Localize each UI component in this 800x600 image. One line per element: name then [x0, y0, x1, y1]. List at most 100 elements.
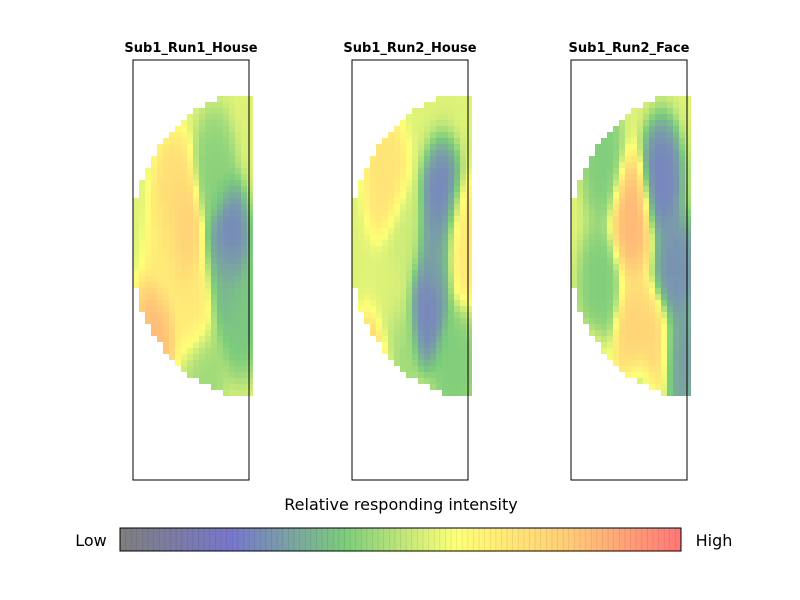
heatmap-cell [613, 234, 619, 240]
heatmap-cell [649, 360, 655, 366]
heatmap-cell [241, 192, 247, 198]
heatmap-cell [466, 174, 472, 180]
heatmap-cell [364, 174, 370, 180]
heatmap-cell [589, 246, 595, 252]
heatmap-cell [229, 192, 235, 198]
heatmap-cell [625, 132, 631, 138]
heatmap-cell [394, 246, 400, 252]
heatmap-cell [448, 198, 454, 204]
heatmap-cell [205, 156, 211, 162]
heatmap-cell [424, 102, 430, 108]
heatmap-cell [205, 180, 211, 186]
heatmap-cell [199, 300, 205, 306]
heatmap-cell [466, 162, 472, 168]
heatmap-cell [370, 288, 376, 294]
heatmap-cell [247, 366, 253, 372]
heatmap-cell [151, 168, 157, 174]
heatmap-cell [139, 276, 145, 282]
heatmap-cell [217, 138, 223, 144]
heatmap-cell [466, 390, 472, 396]
heatmap-cell [649, 186, 655, 192]
heatmap-cell [229, 96, 235, 102]
heatmap-cell [229, 144, 235, 150]
heatmap-cell [667, 276, 673, 282]
heatmap-cell [661, 258, 667, 264]
heatmap-cell [382, 186, 388, 192]
heatmap-cell [145, 282, 151, 288]
heatmap-cell [448, 258, 454, 264]
heatmap-cell [247, 168, 253, 174]
heatmap-cell [436, 96, 442, 102]
heatmap-cell [376, 252, 382, 258]
heatmap-cell [364, 318, 370, 324]
heatmap-cell [205, 270, 211, 276]
heatmap-cell [247, 210, 253, 216]
heatmap-cell [637, 210, 643, 216]
heatmap-cell [235, 294, 241, 300]
heatmap-cell [424, 222, 430, 228]
heatmap-cell [424, 252, 430, 258]
heatmap-cell [376, 246, 382, 252]
heatmap-cell [217, 306, 223, 312]
heatmap-cell [601, 216, 607, 222]
heatmap-cell [211, 132, 217, 138]
heatmap-cell [466, 132, 472, 138]
heatmap-cell [370, 270, 376, 276]
heatmap-cell [157, 174, 163, 180]
heatmap-cell [436, 342, 442, 348]
heatmap-cell [667, 300, 673, 306]
heatmap-cell [589, 270, 595, 276]
heatmap-cell [619, 300, 625, 306]
heatmap-cell [205, 318, 211, 324]
heatmap-cell [394, 204, 400, 210]
heatmap-cell [187, 342, 193, 348]
heatmap-cell [400, 174, 406, 180]
heatmap-cell [655, 186, 661, 192]
heatmap-cell [175, 252, 181, 258]
heatmap-cell [643, 366, 649, 372]
heatmap-cell [466, 222, 472, 228]
heatmap-cell [613, 258, 619, 264]
heatmap-cell [229, 114, 235, 120]
heatmap-cell [595, 336, 601, 342]
heatmap-cell [163, 234, 169, 240]
heatmap-cell [667, 228, 673, 234]
heatmap-cell [661, 270, 667, 276]
heatmap-cell [406, 156, 412, 162]
heatmap-cell [625, 306, 631, 312]
heatmap-cell [223, 174, 229, 180]
heatmap-cell [400, 342, 406, 348]
heatmap-cell [175, 222, 181, 228]
heatmap-cell [673, 360, 679, 366]
heatmap-cell [175, 306, 181, 312]
heatmap-cell [175, 264, 181, 270]
heatmap-cell [466, 228, 472, 234]
heatmap-cell [199, 114, 205, 120]
heatmap-cell [199, 354, 205, 360]
heatmap-cell [382, 264, 388, 270]
heatmap-cell [151, 300, 157, 306]
heatmap-cell [430, 132, 436, 138]
heatmap-cell [187, 330, 193, 336]
heatmap-cell [187, 348, 193, 354]
heatmap-cell [229, 390, 235, 396]
heatmap-cells [133, 96, 253, 396]
heatmap-cell [667, 180, 673, 186]
heatmap-cell [406, 306, 412, 312]
heatmap-cell [448, 150, 454, 156]
heatmap-cell [412, 246, 418, 252]
heatmap-cell [358, 234, 364, 240]
heatmap-cell [145, 270, 151, 276]
heatmap-cell [424, 180, 430, 186]
heatmap-cell [382, 348, 388, 354]
heatmap-cell [418, 336, 424, 342]
heatmap-cell [412, 168, 418, 174]
heatmap-cell [247, 252, 253, 258]
heatmap-cell [412, 228, 418, 234]
heatmap-cell [211, 372, 217, 378]
heatmap-cell [400, 180, 406, 186]
heatmap-cell [454, 162, 460, 168]
heatmap-cell [370, 228, 376, 234]
heatmap-cell [466, 210, 472, 216]
heatmap-cell [430, 258, 436, 264]
